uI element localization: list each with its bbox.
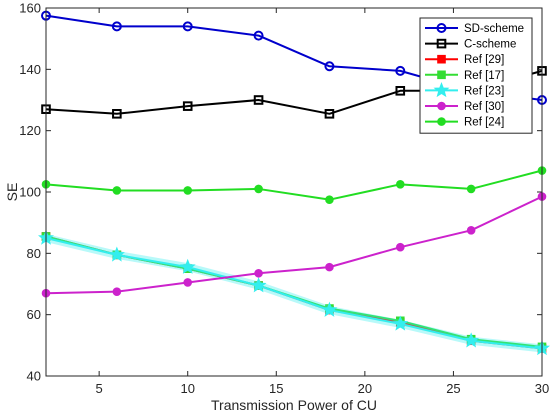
y-axis-title: SE xyxy=(4,183,20,202)
data-point xyxy=(395,242,405,252)
x-tick-label: 25 xyxy=(446,381,460,396)
y-tick-label: 60 xyxy=(27,307,41,322)
data-point xyxy=(183,278,193,287)
legend-marker xyxy=(437,117,446,126)
legend-marker xyxy=(437,54,446,64)
data-point xyxy=(395,180,405,189)
y-tick-label: 160 xyxy=(19,1,41,16)
y-tick-label: 120 xyxy=(19,123,41,138)
y-axis: 40 60 80 100 120 140 160 xyxy=(19,1,542,384)
legend-label: Ref [17] xyxy=(464,70,504,82)
data-point xyxy=(466,184,476,194)
data-point xyxy=(112,186,122,195)
legend-marker xyxy=(437,101,446,111)
data-point xyxy=(466,226,476,235)
data-point xyxy=(250,277,267,293)
x-axis-title: Transmission Power of CU xyxy=(211,397,377,413)
series-line-core xyxy=(45,237,543,350)
series-6 xyxy=(41,192,547,298)
legend-marker xyxy=(436,23,447,33)
data-point xyxy=(325,195,334,204)
x-tick-label: 30 xyxy=(535,381,549,396)
data-point xyxy=(324,61,335,72)
legend-label: Ref [23] xyxy=(464,85,504,97)
data-point xyxy=(112,287,122,296)
data-point xyxy=(111,21,122,32)
data-point xyxy=(253,95,264,105)
series-line xyxy=(45,195,543,295)
data-point xyxy=(179,258,196,274)
data-point xyxy=(253,30,264,41)
x-tick-label: 5 xyxy=(96,381,103,396)
data-point xyxy=(463,332,480,348)
data-point xyxy=(325,262,334,272)
data-point xyxy=(392,315,409,331)
legend-marker xyxy=(437,70,446,80)
x-tick-label: 15 xyxy=(269,381,283,396)
series-line xyxy=(45,169,543,201)
legend-marker xyxy=(436,38,447,49)
legend: SD-scheme C-scheme Ref [29] Ref [17] Ref [23… xyxy=(419,17,533,134)
data-point xyxy=(108,246,125,262)
legend-label: Ref [24] xyxy=(464,117,504,129)
y-tick-label: 40 xyxy=(27,369,41,384)
legend-marker xyxy=(433,82,450,98)
y-tick-label: 80 xyxy=(27,246,41,261)
legend-label: Ref [29] xyxy=(464,54,504,66)
y-tick-label: 100 xyxy=(19,185,41,200)
data-point xyxy=(324,109,335,119)
legend-label: SD-scheme xyxy=(464,23,524,35)
data-point xyxy=(112,109,122,119)
legend-label: C-scheme xyxy=(464,39,516,51)
data-point xyxy=(395,65,406,76)
data-point xyxy=(254,184,263,194)
x-tick-label: 20 xyxy=(358,381,372,396)
data-point xyxy=(182,101,193,111)
data-point xyxy=(182,21,193,32)
legend-label: Ref [30] xyxy=(464,101,504,113)
data-point xyxy=(321,301,338,317)
data-point xyxy=(254,268,263,278)
x-tick-label: 10 xyxy=(180,381,194,396)
data-point xyxy=(183,186,193,195)
x-axis: 5 10 15 20 25 30 xyxy=(96,8,549,396)
data-point xyxy=(395,86,406,96)
series-7 xyxy=(41,166,547,204)
series-5 xyxy=(38,229,550,356)
y-tick-label: 140 xyxy=(19,62,41,77)
